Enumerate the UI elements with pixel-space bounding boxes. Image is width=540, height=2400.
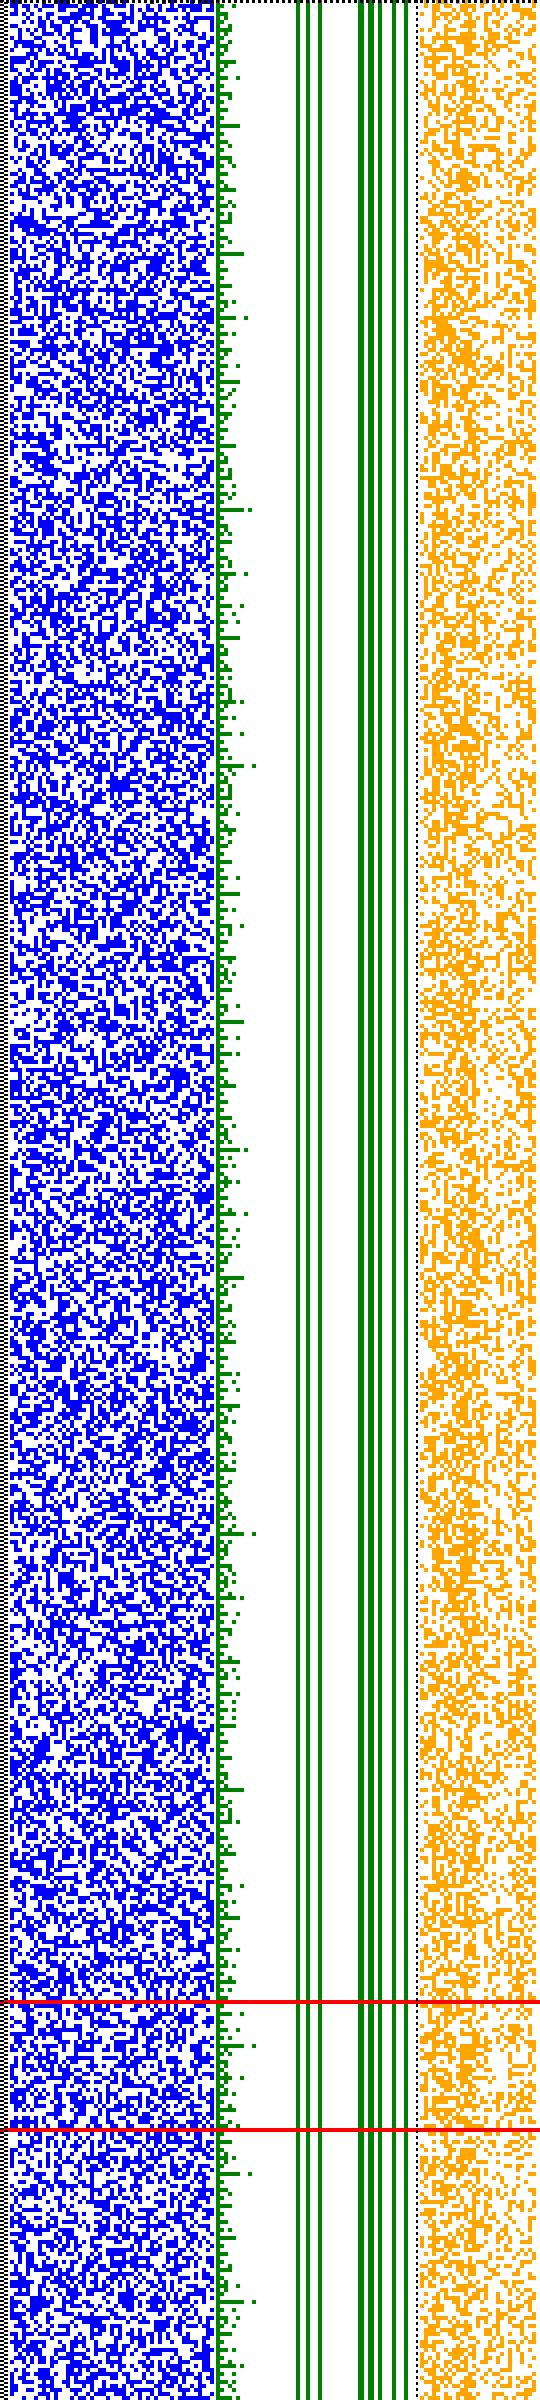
- staircase-counter-panel: [216, 0, 256, 2400]
- marker-line-2: [0, 2128, 540, 2132]
- sparse-bits-panel: [420, 0, 536, 2400]
- random-bits-panel: [10, 0, 214, 2400]
- marker-lines: [0, 2000, 540, 2132]
- stripe-columns-panel: [296, 0, 408, 2400]
- marker-line-1: [0, 2000, 540, 2004]
